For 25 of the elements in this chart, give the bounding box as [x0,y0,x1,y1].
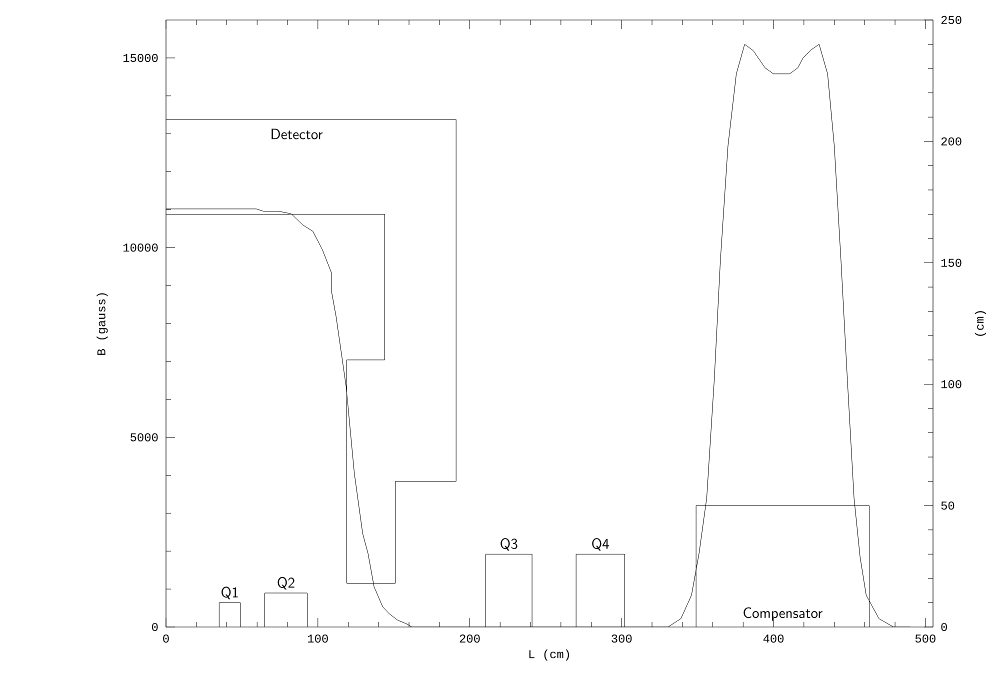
x-axis-title: L (cm) [529,649,570,661]
annotation: Detector [272,128,323,140]
y-tick-label: 5000 [130,433,158,442]
y2-tick-label: 250 [941,16,962,24]
y-tick-label: 15000 [123,54,158,62]
y2-axis-title: (cm) [974,311,986,336]
y2-tick-label: 50 [941,502,954,510]
annotation: Compensator [744,607,822,621]
annotation: Q3 [500,538,518,551]
annotation: Q2 [278,576,294,590]
y2-tick-label: 100 [941,380,962,388]
x-tick-label: 200 [460,634,480,643]
annotation: Q4 [592,538,610,551]
y-tick-label: 0 [152,622,158,632]
x-tick-label: 100 [308,634,328,643]
y2-tick-label: 0 [941,622,947,632]
x-tick-label: 500 [915,634,936,643]
x-tick-label: 300 [612,634,632,643]
annotation: Q1 [222,586,238,600]
y2-tick-label: 150 [941,258,962,267]
x-tick-label: 0 [163,634,169,643]
x-tick-label: 400 [763,634,784,643]
y-tick-label: 10000 [123,244,158,252]
y-axis-title: B (gauss) [96,293,108,355]
y2-tick-label: 200 [941,137,962,146]
